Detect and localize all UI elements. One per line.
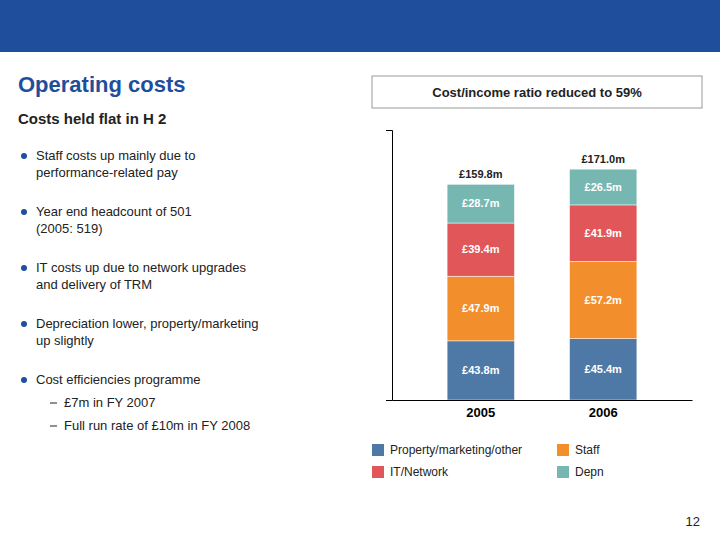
bullet-dot xyxy=(21,321,27,327)
legend-swatch xyxy=(557,466,569,478)
x-tick-label: 2006 xyxy=(589,405,618,420)
legend-item: Depn xyxy=(557,465,604,479)
bullet-list: Staff costs up mainly due toperformance-… xyxy=(21,148,259,433)
legend-item: Property/marketing/other xyxy=(372,443,522,457)
bullet-text: Year end headcount of 501(2005: 519) xyxy=(36,204,192,236)
legend-label: Property/marketing/other xyxy=(390,443,522,457)
bar-segment xyxy=(447,276,514,341)
bullet-dot xyxy=(21,265,27,271)
x-axis: 2005 2006 xyxy=(393,400,693,420)
total-label: £159.8m xyxy=(459,168,503,180)
data-label: £57.2m xyxy=(585,294,623,306)
x-tick: 2006 xyxy=(589,400,618,420)
total-label: £171.0m xyxy=(582,153,626,165)
bar-segment xyxy=(447,341,514,400)
sub-bullet-text: Full run rate of £10m in FY 2008 xyxy=(64,418,250,433)
slide: Operating costs Costs held flat in H 2 Sta… xyxy=(0,0,720,540)
legend-item: IT/Network xyxy=(372,465,449,479)
bar-segment xyxy=(570,169,637,205)
bar-segment xyxy=(570,261,637,338)
data-label: £45.4m xyxy=(585,363,623,375)
bar-segment xyxy=(570,339,637,400)
bar-segment xyxy=(447,184,514,223)
x-tick-label: 2005 xyxy=(466,405,495,420)
legend-label: IT/Network xyxy=(390,465,449,479)
chart-title: Cost/income ratio reduced to 59% xyxy=(432,85,642,100)
data-label: £47.9m xyxy=(462,302,500,314)
bullet-dot xyxy=(21,209,27,215)
sub-bullet-dash xyxy=(50,426,57,427)
data-label: £28.7m xyxy=(462,197,500,209)
title: Operating costs xyxy=(18,72,185,97)
data-label: £26.5m xyxy=(585,181,623,193)
bar-segment xyxy=(570,205,637,262)
subtitle: Costs held flat in H 2 xyxy=(18,110,166,127)
legend-swatch xyxy=(372,466,384,478)
header-band xyxy=(0,0,720,52)
legend-swatch xyxy=(372,444,384,456)
legend-swatch xyxy=(557,444,569,456)
bullet-dot xyxy=(21,377,27,383)
bullet-text: IT costs up due to network upgradesand d… xyxy=(36,260,247,292)
data-label: £43.8m xyxy=(462,364,500,376)
y-axis-line xyxy=(386,131,393,401)
bullet-text: Cost efficiencies programme xyxy=(36,372,201,387)
legend-label: Staff xyxy=(575,443,600,457)
legend: Property/marketing/other Staff IT/Network D… xyxy=(372,443,604,479)
bars xyxy=(447,169,637,400)
bar-segment xyxy=(447,223,514,276)
page-number: 12 xyxy=(686,514,700,529)
sub-bullet-text: £7m in FY 2007 xyxy=(64,395,156,410)
plot: £43.8m £45.4m £47.9m £57.2m £39.4m £41.9m £28.… xyxy=(386,131,693,421)
data-labels: £43.8m £45.4m £47.9m £57.2m £39.4m £41.9m £28.… xyxy=(459,153,625,376)
bullet-text: Staff costs up mainly due toperformance-… xyxy=(36,148,195,180)
data-label: £39.4m xyxy=(462,243,500,255)
chart-title-box xyxy=(372,76,702,108)
x-tick: 2005 xyxy=(466,400,495,420)
bullet-dot xyxy=(21,153,27,159)
legend-label: Depn xyxy=(575,465,604,479)
sub-bullet-dash xyxy=(50,403,57,404)
bullet-text: Depreciation lower, property/marketingup… xyxy=(36,316,259,348)
x-axis-line xyxy=(393,400,693,401)
legend-item: Staff xyxy=(557,443,600,457)
y-axis xyxy=(386,131,393,401)
data-label: £41.9m xyxy=(585,227,623,239)
